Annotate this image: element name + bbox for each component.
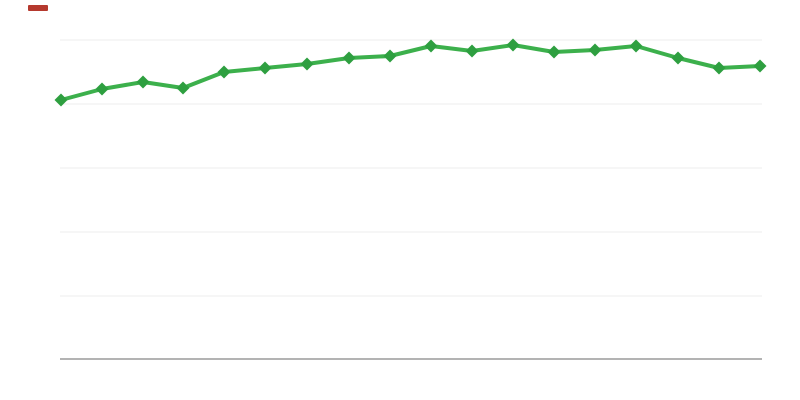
data-point-marker[interactable] — [712, 61, 726, 75]
data-point-marker[interactable] — [588, 43, 602, 57]
data-point-marker[interactable] — [547, 45, 561, 59]
data-point-marker[interactable] — [383, 49, 397, 63]
data-point-marker[interactable] — [300, 57, 314, 71]
data-point-marker[interactable] — [342, 51, 356, 65]
data-point-marker[interactable] — [95, 82, 109, 96]
series-line — [59, 43, 762, 102]
data-point-marker[interactable] — [136, 75, 150, 89]
data-point-marker[interactable] — [424, 39, 438, 53]
data-point-marker[interactable] — [506, 38, 520, 52]
data-point-marker[interactable] — [258, 61, 272, 75]
data-point-marker[interactable] — [629, 39, 643, 53]
data-point-marker[interactable] — [465, 44, 479, 58]
data-point-marker[interactable] — [753, 59, 767, 73]
red-dash — [28, 5, 48, 11]
data-point-marker[interactable] — [54, 93, 68, 107]
data-point-marker[interactable] — [671, 51, 685, 65]
data-point-marker[interactable] — [176, 81, 190, 95]
data-point-marker[interactable] — [217, 65, 231, 79]
